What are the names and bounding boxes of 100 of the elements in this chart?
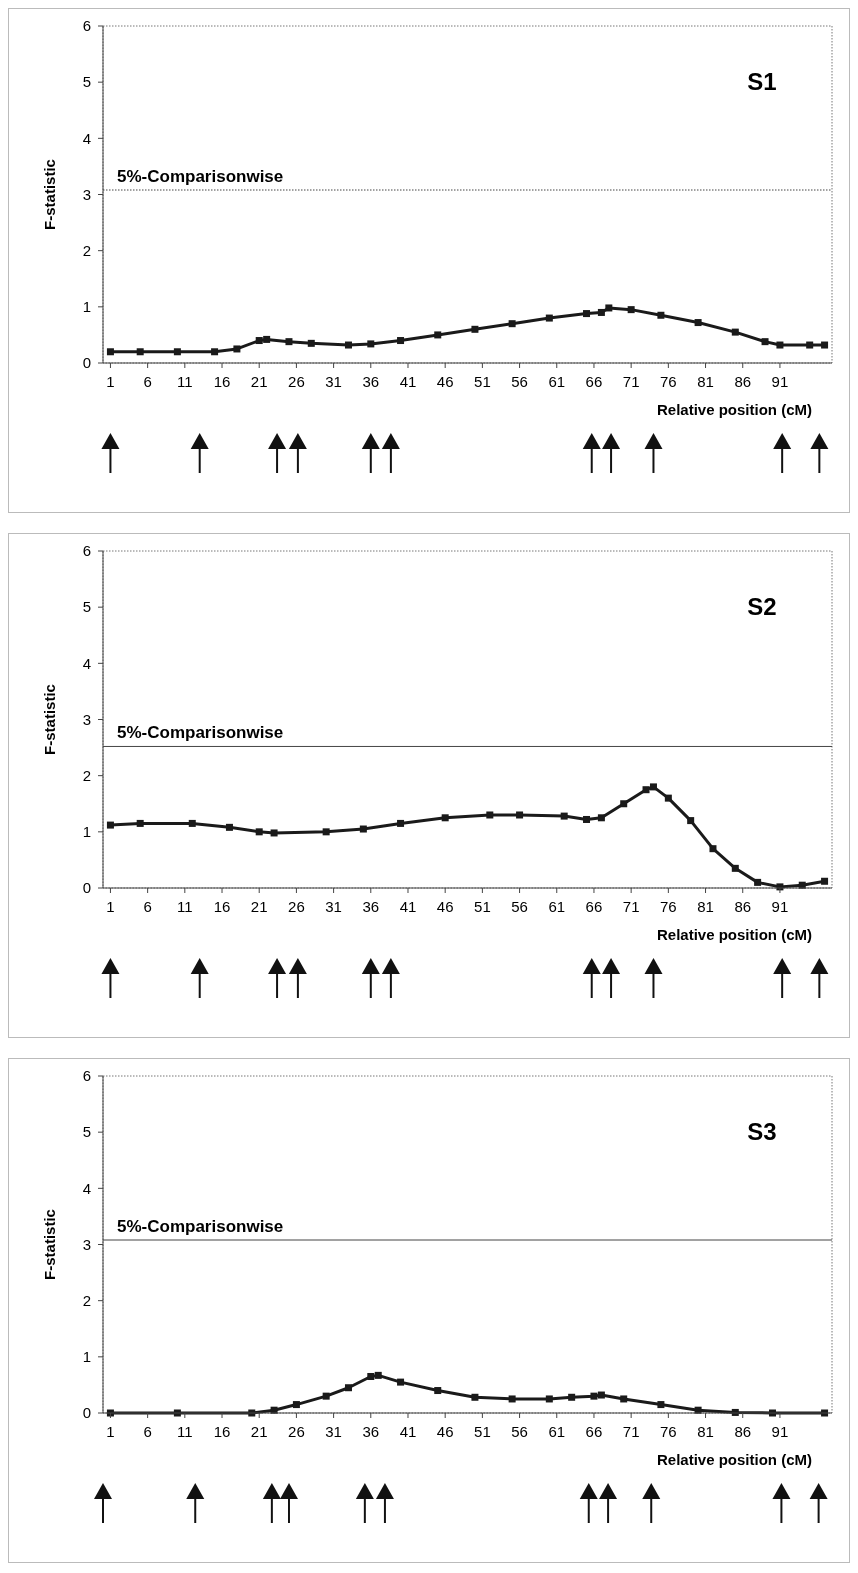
- point: [397, 1378, 405, 1386]
- x-tick-label: 21: [250, 898, 268, 915]
- point: [620, 800, 628, 808]
- annotation: S1: [747, 68, 777, 96]
- point: [441, 814, 449, 822]
- y-tick-label: 1: [82, 298, 91, 316]
- point: [344, 1384, 352, 1392]
- x-tick-label: 36: [362, 1423, 380, 1440]
- annotation: S3: [747, 1118, 777, 1146]
- point: [263, 335, 271, 343]
- point: [821, 341, 829, 349]
- point: [322, 828, 330, 836]
- point: [136, 819, 144, 827]
- x-tick-label: 41: [399, 373, 417, 390]
- point: [709, 845, 717, 853]
- x-tick-label: 36: [362, 898, 380, 915]
- x-tick-label: 41: [399, 1423, 417, 1440]
- y-tick-label: 0: [82, 879, 91, 897]
- x-tick-label: 16: [213, 898, 231, 915]
- point: [270, 829, 278, 837]
- ref-line-label: 5%-Comparisonwise: [117, 1217, 284, 1237]
- x-tick-label: 66: [585, 898, 603, 915]
- x-tick-label: 46: [436, 1423, 454, 1440]
- point: [583, 310, 591, 318]
- point: [694, 319, 702, 327]
- y-tick-label: 4: [82, 654, 91, 672]
- x-tick-label: 76: [660, 898, 677, 915]
- y-tick-label: 2: [82, 241, 91, 259]
- point: [508, 1395, 516, 1403]
- x-tick-label: 91: [771, 373, 789, 390]
- point: [605, 304, 613, 312]
- point: [642, 786, 650, 794]
- point: [597, 814, 605, 822]
- x-tick-label: 6: [143, 898, 152, 915]
- y-tick-label: 5: [82, 73, 91, 91]
- point: [664, 794, 672, 802]
- point: [136, 348, 144, 356]
- point: [434, 331, 442, 339]
- point: [434, 1387, 442, 1395]
- point: [344, 341, 352, 349]
- point: [173, 348, 181, 356]
- x-tick-label: 26: [288, 898, 305, 915]
- point: [285, 338, 293, 346]
- y-tick-label: 1: [82, 1348, 91, 1366]
- x-tick-label: 1: [106, 373, 115, 390]
- point: [516, 811, 524, 819]
- point: [568, 1393, 576, 1401]
- x-tick-label: 46: [436, 898, 454, 915]
- x-tick-label: 56: [511, 373, 528, 390]
- point: [233, 345, 241, 353]
- x-axis-title: Relative position (cM): [656, 1451, 812, 1468]
- point: [211, 348, 219, 356]
- y-tick-label: 3: [82, 1235, 91, 1253]
- x-tick-label: 86: [734, 1423, 752, 1440]
- point: [583, 815, 591, 823]
- point: [367, 1372, 375, 1380]
- x-tick-label: 26: [288, 1423, 305, 1440]
- y-tick-label: 4: [82, 1179, 91, 1197]
- y-axis-title: F-statistic: [41, 684, 58, 755]
- x-tick-label: 36: [362, 373, 380, 390]
- annotation: S2: [747, 593, 777, 621]
- point: [731, 864, 739, 872]
- point: [471, 1393, 479, 1401]
- point: [761, 338, 769, 346]
- point: [545, 314, 553, 322]
- point: [821, 877, 829, 885]
- x-tick-label: 31: [325, 373, 342, 390]
- ref-line-label: 5%-Comparisonwise: [117, 723, 284, 743]
- x-tick-label: 76: [660, 373, 677, 390]
- point: [255, 337, 263, 345]
- x-tick-label: 31: [325, 1423, 342, 1440]
- x-tick-label: 11: [177, 1423, 193, 1440]
- point: [687, 817, 695, 825]
- x-tick-label: 81: [697, 1423, 714, 1440]
- point: [597, 1391, 605, 1399]
- y-axis-title: F-statistic: [41, 159, 58, 230]
- x-tick-label: 16: [213, 1423, 231, 1440]
- point: [292, 1401, 300, 1409]
- x-tick-label: 81: [697, 898, 714, 915]
- x-tick-label: 91: [771, 898, 789, 915]
- x-tick-label: 91: [771, 1423, 789, 1440]
- x-tick-label: 11: [177, 373, 193, 390]
- x-tick-label: 51: [474, 373, 491, 390]
- y-tick-label: 0: [82, 1404, 91, 1422]
- y-axis-title: F-statistic: [41, 1209, 58, 1280]
- x-tick-label: 56: [511, 898, 528, 915]
- x-tick-label: 26: [288, 373, 305, 390]
- x-tick-label: 1: [106, 1423, 115, 1440]
- point: [225, 823, 233, 831]
- x-tick-label: 1: [106, 898, 115, 915]
- x-tick-label: 16: [213, 373, 231, 390]
- x-tick-label: 76: [660, 1423, 677, 1440]
- x-tick-label: 66: [585, 1423, 603, 1440]
- x-tick-label: 56: [511, 1423, 528, 1440]
- point: [560, 812, 568, 820]
- x-tick-label: 46: [436, 373, 454, 390]
- point: [508, 320, 516, 328]
- x-tick-label: 86: [734, 898, 752, 915]
- y-tick-label: 6: [82, 17, 91, 35]
- y-tick-label: 2: [82, 1291, 91, 1309]
